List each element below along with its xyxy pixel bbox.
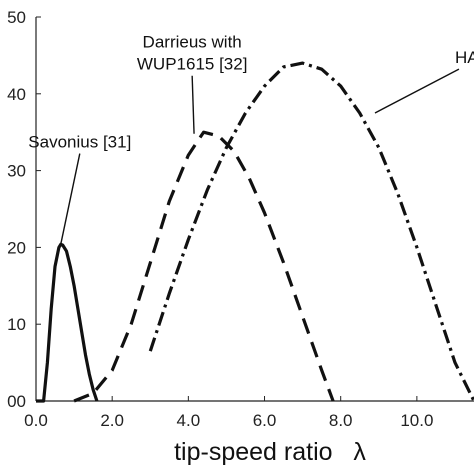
annotation-leader-line (374, 68, 460, 114)
annotation-label: HAWT [3 (455, 48, 474, 67)
series-line-dashed (73, 130, 335, 403)
series-line-solid (36, 242, 99, 403)
annotations: Savonius [31] Darrieus with WUP1615 [32] HA… (28, 33, 474, 245)
series-lines (36, 61, 474, 403)
y-tick-label: 50 (7, 8, 26, 27)
x-tick-label: 0.0 (24, 411, 48, 430)
annotation-leader-line (60, 153, 81, 245)
x-axis-label: tip-speed ratio λ (174, 438, 366, 466)
series-line-dashdot (148, 61, 474, 402)
x-tick-label: 4.0 (177, 411, 201, 430)
annotation-label: Savonius [31] (28, 133, 131, 152)
y-tick-label: 00 (7, 392, 26, 411)
annotation-leader-line (191, 75, 195, 134)
x-tick-label: 2.0 (100, 411, 124, 430)
x-tick-label: 6.0 (253, 411, 277, 430)
y-tick-label: 20 (7, 238, 26, 257)
annotation-label: WUP1615 [32] (137, 55, 248, 74)
y-tick-label: 40 (7, 85, 26, 104)
x-tick-label: 8.0 (329, 411, 353, 430)
y-tick-label: 10 (7, 315, 26, 334)
annotation-label: Darrieus with (143, 33, 242, 52)
axes: 0.0 2.0 4.0 6.0 8.0 10.0 00 10 20 30 40 50 (7, 8, 474, 430)
y-tick-label: 30 (7, 162, 26, 181)
x-tick-label: 10.0 (400, 411, 433, 430)
